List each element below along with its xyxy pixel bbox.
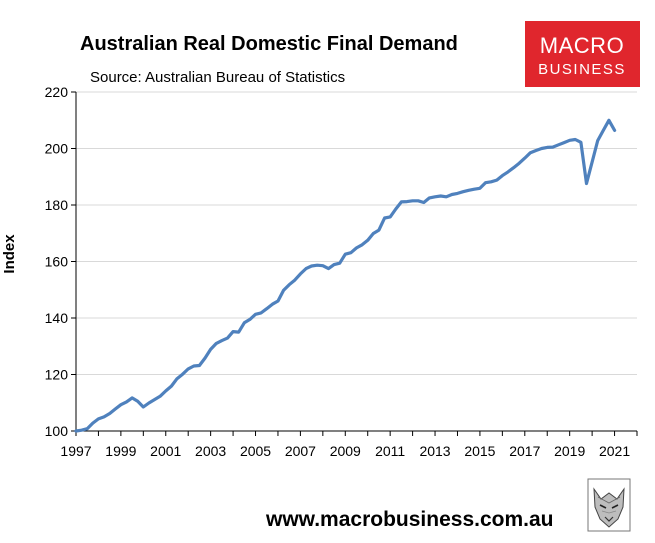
wolf-head-icon: [587, 478, 631, 532]
x-tick-label: 2003: [195, 443, 226, 459]
macrobusiness-logo: MACRO BUSINESS: [525, 21, 640, 87]
x-tick-label: 2013: [419, 443, 450, 459]
plot-area: 100 120 140 160 180 200 220 1997 1999 2001 2003 20…: [45, 84, 638, 459]
footer-url: www.macrobusiness.com.au: [265, 508, 553, 531]
x-tick-label: 2015: [464, 443, 495, 459]
x-tick-label: 2011: [375, 443, 405, 459]
y-tick-label: 160: [45, 254, 69, 270]
y-tick-label: 180: [45, 197, 69, 213]
y-tick-label: 220: [45, 84, 69, 100]
logo-line1: MACRO: [540, 33, 624, 58]
x-tick-label: 2021: [599, 443, 630, 459]
x-tick-label: 2001: [150, 443, 181, 459]
y-tick-label: 120: [45, 367, 69, 383]
x-tick-label: 2007: [285, 443, 316, 459]
x-tick-label: 1999: [105, 443, 136, 459]
y-tick-labels: 100 120 140 160 180 200 220: [45, 84, 69, 439]
axes: [71, 91, 638, 436]
chart-subtitle: Source: Australian Bureau of Statistics: [90, 69, 345, 86]
series-group: [74, 118, 617, 433]
x-tick-label: 2019: [554, 443, 585, 459]
series-line: [74, 118, 617, 433]
gridlines: [76, 91, 637, 375]
y-tick-label: 100: [45, 423, 69, 439]
y-tick-label: 140: [45, 310, 69, 326]
logo-line2: BUSINESS: [538, 61, 626, 78]
x-tick-labels: 1997 1999 2001 2003 2005 2007 2009 2011 2013 2015…: [60, 443, 630, 459]
y-axis-label: Index: [1, 234, 18, 274]
x-tick-label: 2017: [509, 443, 540, 459]
logo-background: [525, 21, 640, 87]
chart-title: Australian Real Domestic Final Demand: [80, 33, 458, 55]
x-tick-label: 2005: [240, 443, 271, 459]
y-tick-label: 200: [45, 141, 69, 157]
x-tick-label: 1997: [60, 443, 91, 459]
x-tick-label: 2009: [330, 443, 361, 459]
